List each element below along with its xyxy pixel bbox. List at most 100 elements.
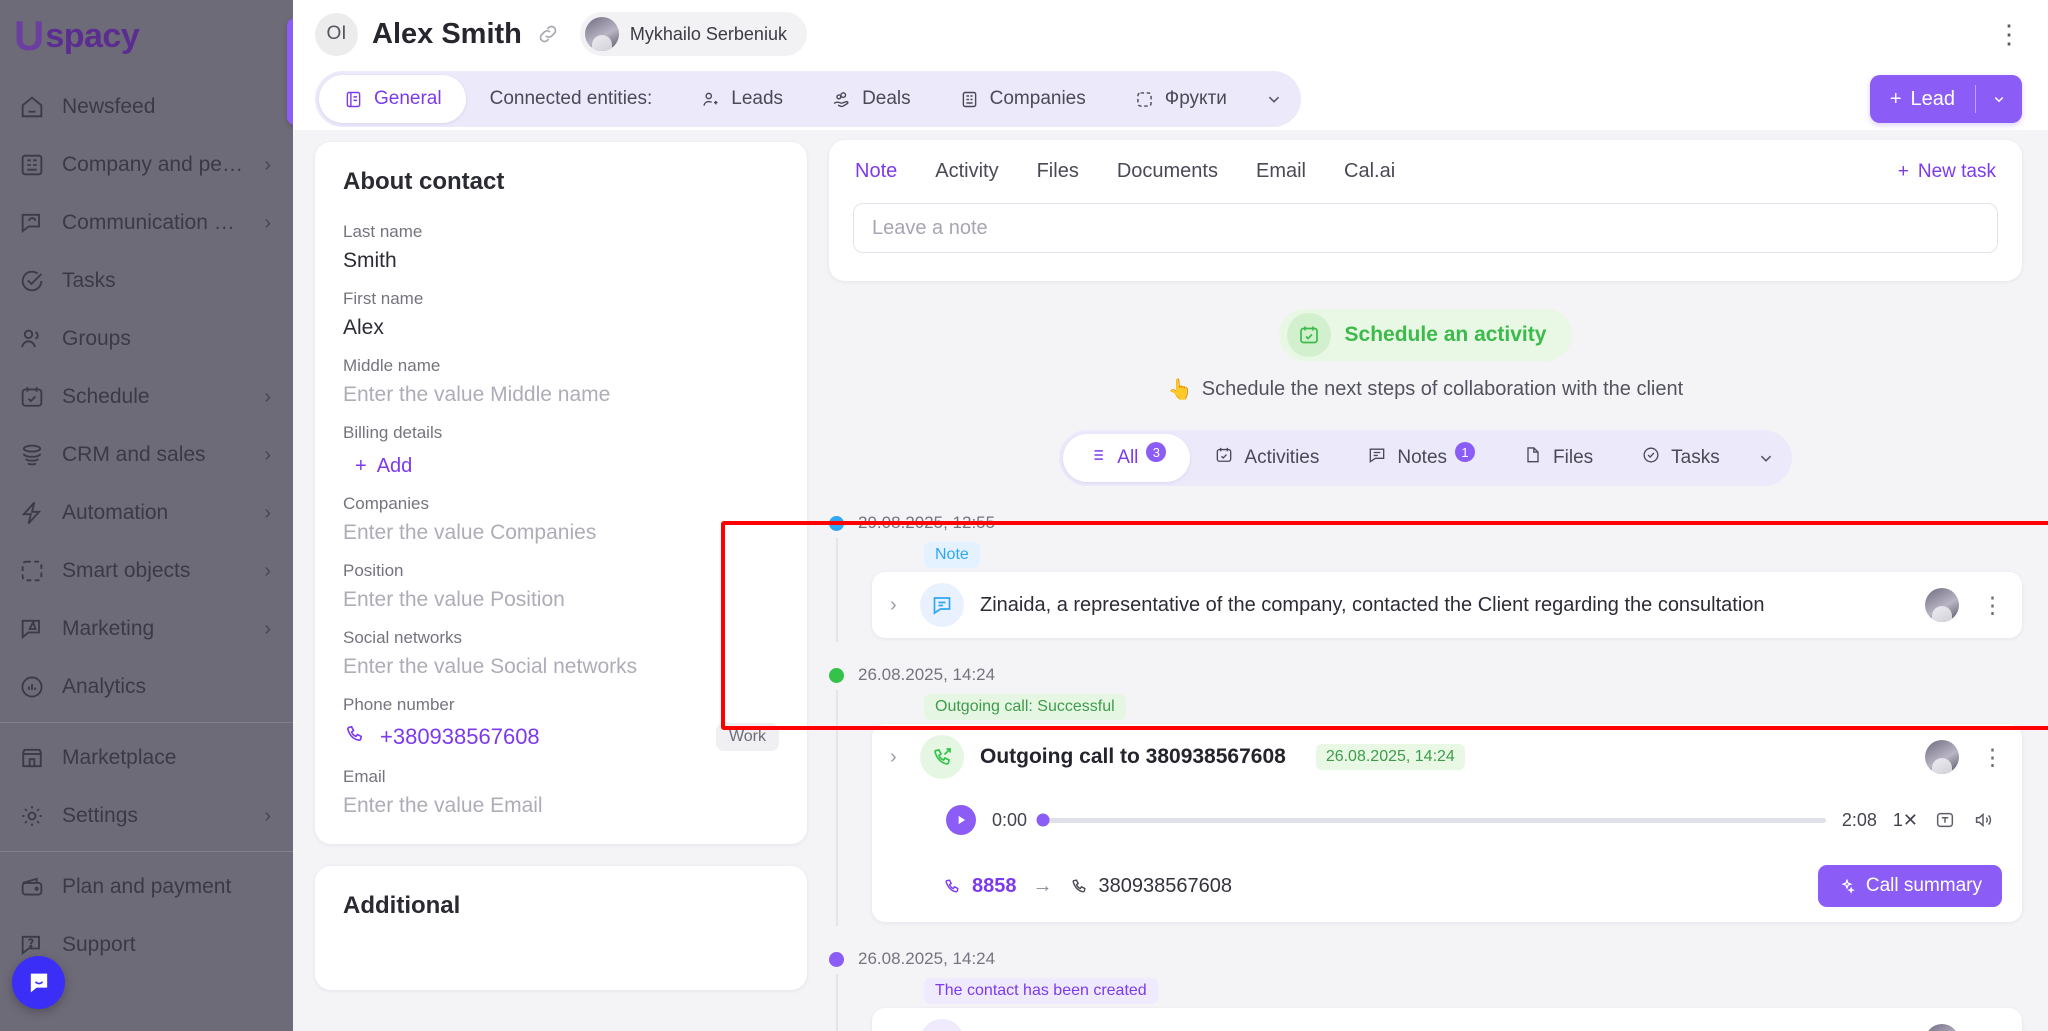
call-event-more-button[interactable]: ⋮ [1981, 743, 2004, 770]
add-lead-label: Lead [1910, 87, 1956, 110]
field-value-last-name[interactable]: Smith [343, 249, 397, 272]
tab-files[interactable]: Files [1036, 160, 1079, 182]
player-speed-button[interactable]: 1✕ [1892, 809, 1918, 830]
filter-chip-activities[interactable]: Activities [1190, 434, 1343, 482]
timeline-timestamp: 29.08.2025, 12:55 [858, 513, 996, 532]
schedule-activity-button[interactable]: Schedule an activity [1278, 309, 1573, 361]
sidebar-item-schedule[interactable]: Schedule › [0, 368, 293, 426]
shop-icon [18, 744, 46, 772]
filter-chip-notes-label: Notes [1397, 447, 1448, 468]
megaphone-icon [18, 615, 46, 643]
entity-tabs: General Connected entities: Leads Deals … [315, 71, 1301, 127]
tab-documents[interactable]: Documents [1116, 160, 1218, 182]
sidebar-item-support[interactable]: Support [0, 916, 293, 974]
call-source-number[interactable]: 8858 [942, 875, 1017, 898]
analytics-icon [18, 673, 46, 701]
main-content: OI Alex Smith Mykhailo Serbeniuk ⋮ Gener… [293, 0, 2048, 1031]
tab-general-label: General [374, 88, 442, 109]
field-value-social-networks[interactable]: Enter the value Social networks [343, 655, 638, 678]
sidebar-item-automation[interactable]: Automation › [0, 484, 293, 542]
volume-icon[interactable] [1972, 809, 1994, 831]
filter-chip-files[interactable]: Files [1499, 434, 1617, 482]
timeline-entry-body: Outgoing call: Successful › Outgoing cal… [836, 690, 2022, 926]
phone-number-value[interactable]: +380938567608 [380, 724, 540, 749]
sidebar-item-plan-and-payment[interactable]: Plan and payment [0, 858, 293, 916]
tab-cal-ai[interactable]: Cal.ai [1344, 160, 1396, 182]
field-value-email[interactable]: Enter the value Email [343, 794, 543, 817]
expand-icon[interactable]: › [890, 593, 897, 616]
avatar: OI [315, 12, 358, 56]
add-lead-dropdown-button[interactable] [1976, 75, 2022, 123]
field-value-companies[interactable]: Enter the value Companies [343, 521, 597, 544]
contact-panel-tab[interactable]: ✕ Contact [287, 18, 293, 125]
sidebar-item-groups[interactable]: Groups [0, 310, 293, 368]
tab-email[interactable]: Email [1255, 160, 1306, 182]
filter-chip-tasks[interactable]: Tasks [1617, 434, 1744, 482]
tab-note[interactable]: Note [855, 160, 898, 182]
created-event-more-button[interactable]: ⋮ [1975, 1028, 2004, 1031]
phone-type-badge: Work [715, 723, 779, 751]
link-icon[interactable] [536, 22, 560, 46]
field-value-first-name[interactable]: Alex [343, 316, 384, 339]
field-value-middle-name[interactable]: Enter the value Middle name [343, 383, 611, 406]
player-progress-slider[interactable] [1036, 813, 1826, 827]
field-value-position[interactable]: Enter the value Position [343, 588, 565, 611]
filter-chip-all[interactable]: All 3 [1063, 434, 1191, 482]
add-billing-details-button[interactable]: + Add [343, 455, 779, 478]
transcript-icon[interactable] [1934, 809, 1956, 831]
call-destination-number[interactable]: 380938567608 [1069, 875, 1232, 898]
contact-owner-chip[interactable]: Mykhailo Serbeniuk [579, 12, 807, 56]
tab-general[interactable]: General [319, 75, 466, 123]
tab-frukty[interactable]: Фрукти [1110, 75, 1251, 123]
intercom-launcher-button[interactable] [12, 956, 65, 1009]
sidebar-item-tasks[interactable]: Tasks [0, 252, 293, 310]
add-lead-button[interactable]: + Lead [1869, 75, 2022, 123]
entity-tabs-overflow-button[interactable] [1251, 88, 1297, 110]
expand-icon[interactable]: › [890, 745, 897, 768]
about-contact-column: About contact Last name Smith First name… [315, 130, 807, 1031]
sidebar-item-smart-objects[interactable]: Smart objects › [0, 542, 293, 600]
sidebar-item-analytics[interactable]: Analytics [0, 658, 293, 716]
filter-chip-activities-label: Activities [1244, 447, 1320, 468]
chevron-down-icon [1268, 96, 1280, 103]
timeline-entry-contact-created: 26.08.2025, 14:24 The contact has been c… [829, 944, 2022, 1031]
feed-filter-overflow-button[interactable] [1744, 447, 1788, 469]
player-progress-knob[interactable] [1036, 813, 1050, 827]
phone-icon[interactable] [343, 723, 366, 751]
sidebar-item-marketing[interactable]: Marketing › [0, 600, 293, 658]
phone-icon [1072, 879, 1086, 893]
plus-icon: + [1889, 87, 1902, 110]
sidebar-label: CRM and sales [62, 443, 206, 466]
calendar-icon [18, 383, 46, 411]
tab-activity[interactable]: Activity [935, 160, 999, 182]
expand-icon[interactable]: › [890, 1030, 904, 1031]
tab-deals[interactable]: Deals [807, 75, 935, 123]
play-button[interactable] [946, 805, 976, 835]
timeline-entry-body: The contact has been created › Alex Smit… [836, 974, 2022, 1031]
sidebar-item-communication[interactable]: Communication … › [0, 194, 293, 252]
tab-companies[interactable]: Companies [935, 75, 1110, 123]
schedule-activity-subtitle: 👆 Schedule the next steps of collaborati… [829, 377, 2022, 402]
wallet-icon [18, 873, 46, 901]
new-task-button[interactable]: + New task [1898, 161, 1996, 183]
app-logo[interactable]: U spacy [0, 0, 293, 72]
sidebar-item-crm-and-sales[interactable]: CRM and sales › [0, 426, 293, 484]
call-summary-button[interactable]: Call summary [1817, 865, 2002, 907]
header-more-menu-button[interactable]: ⋮ [1996, 18, 2022, 49]
sidebar-item-newsfeed[interactable]: Newsfeed [0, 78, 293, 136]
support-icon [18, 931, 46, 959]
sidebar-item-marketplace[interactable]: Marketplace [0, 729, 293, 787]
filter-chip-notes[interactable]: Notes 1 [1343, 434, 1499, 482]
tab-leads[interactable]: Leads [676, 75, 807, 123]
activity-timeline: 29.08.2025, 12:55 Note › Zinaida, [829, 508, 2022, 1031]
note-input[interactable]: Leave a note [853, 203, 1998, 253]
additional-title: Additional [343, 892, 461, 919]
call-time-badge: 26.08.2025, 14:24 [1315, 744, 1465, 770]
sidebar-item-settings[interactable]: Settings › [0, 787, 293, 845]
logo-text: spacy [45, 16, 140, 55]
play-icon [958, 815, 966, 825]
note-event-more-button[interactable]: ⋮ [1981, 591, 2004, 618]
home-icon [18, 93, 46, 121]
sidebar-item-company-and-people[interactable]: Company and pe… › [0, 136, 293, 194]
note-composer-tabs: Note Activity Files Documents Email Cal.… [853, 160, 1998, 183]
